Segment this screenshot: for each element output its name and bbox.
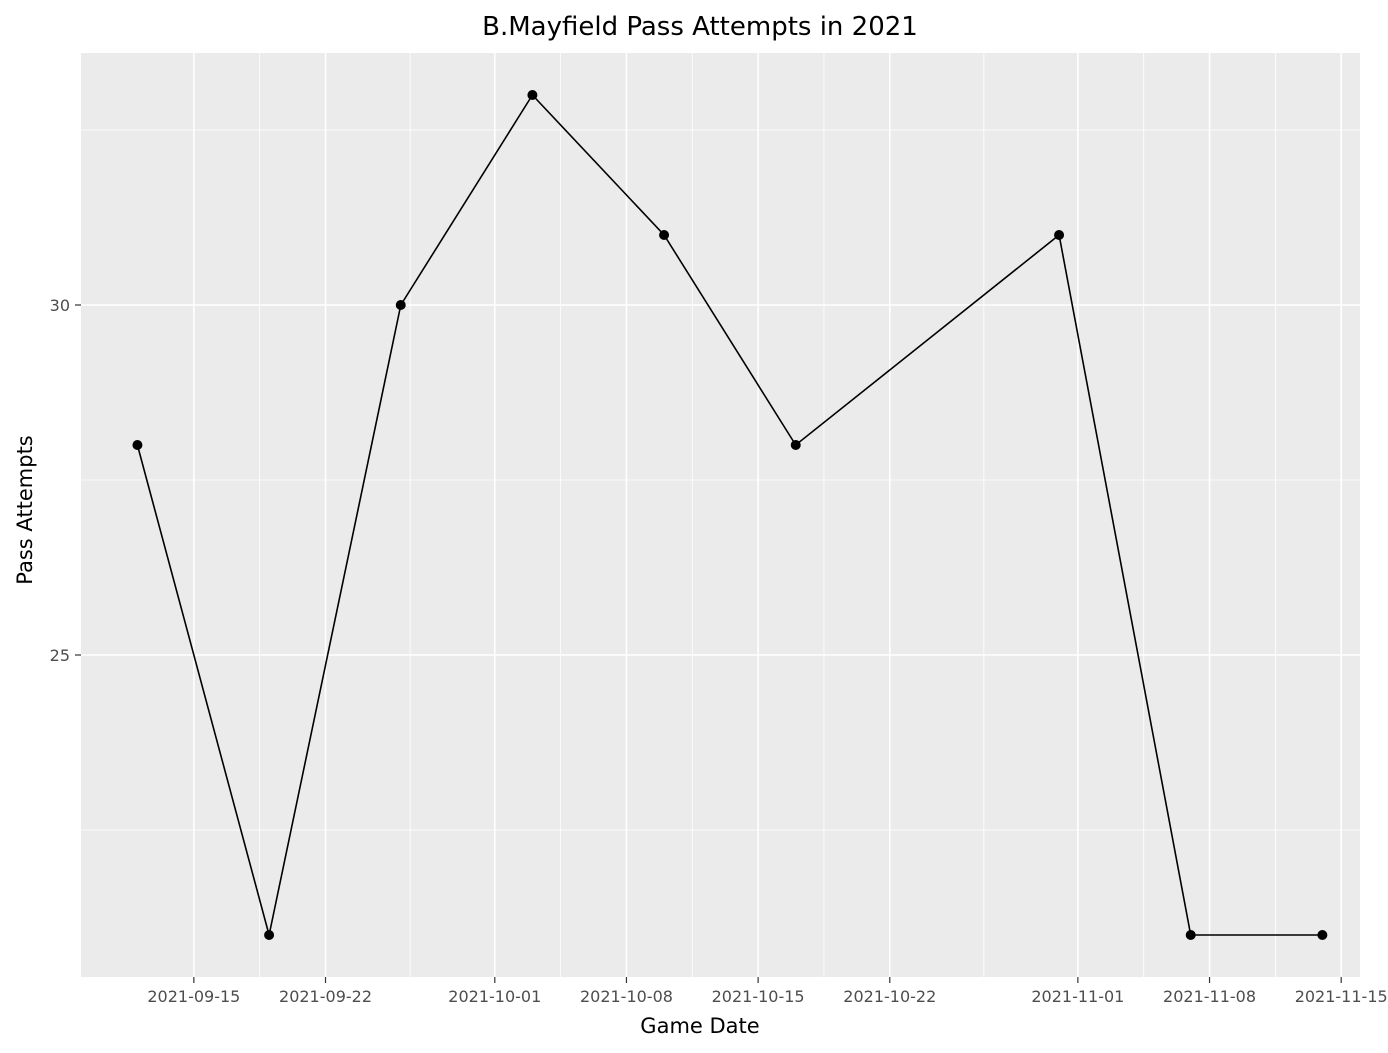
x-axis-title: Game Date — [640, 1014, 759, 1038]
x-tick-label: 2021-10-01 — [448, 987, 541, 1006]
data-point — [527, 90, 538, 100]
data-points — [132, 90, 1328, 940]
x-tick-label: 2021-10-15 — [712, 987, 805, 1006]
chart-title: B.Mayfield Pass Attempts in 2021 — [482, 12, 918, 42]
data-point — [395, 300, 406, 310]
y-axis-title: Pass Attempts — [13, 435, 37, 585]
data-point — [790, 440, 801, 450]
x-tick-label: 2021-10-22 — [843, 987, 936, 1006]
x-tick-label: 2021-11-15 — [1295, 987, 1388, 1006]
x-tick-label: 2021-10-08 — [580, 987, 673, 1006]
y-tick-label: 25 — [50, 646, 70, 665]
chart-panel — [81, 53, 1360, 977]
x-tick-label: 2021-11-01 — [1031, 987, 1124, 1006]
data-point — [1317, 930, 1328, 940]
data-point — [132, 440, 143, 450]
minor-gridlines — [81, 53, 1360, 977]
axis-ticks — [75, 304, 1342, 983]
x-tick-label: 2021-09-15 — [147, 987, 240, 1006]
x-tick-labels: 2021-09-15 2021-09-22 2021-10-01 2021-10-08… — [147, 987, 1387, 1006]
data-point — [264, 930, 275, 940]
data-point — [1054, 230, 1065, 240]
major-gridlines — [81, 53, 1360, 977]
y-tick-label: 30 — [50, 296, 70, 315]
x-tick-label: 2021-09-22 — [279, 987, 372, 1006]
y-tick-labels: 25 30 — [50, 296, 70, 665]
data-point — [659, 230, 670, 240]
x-tick-label: 2021-11-08 — [1163, 987, 1256, 1006]
data-point — [1185, 930, 1196, 940]
